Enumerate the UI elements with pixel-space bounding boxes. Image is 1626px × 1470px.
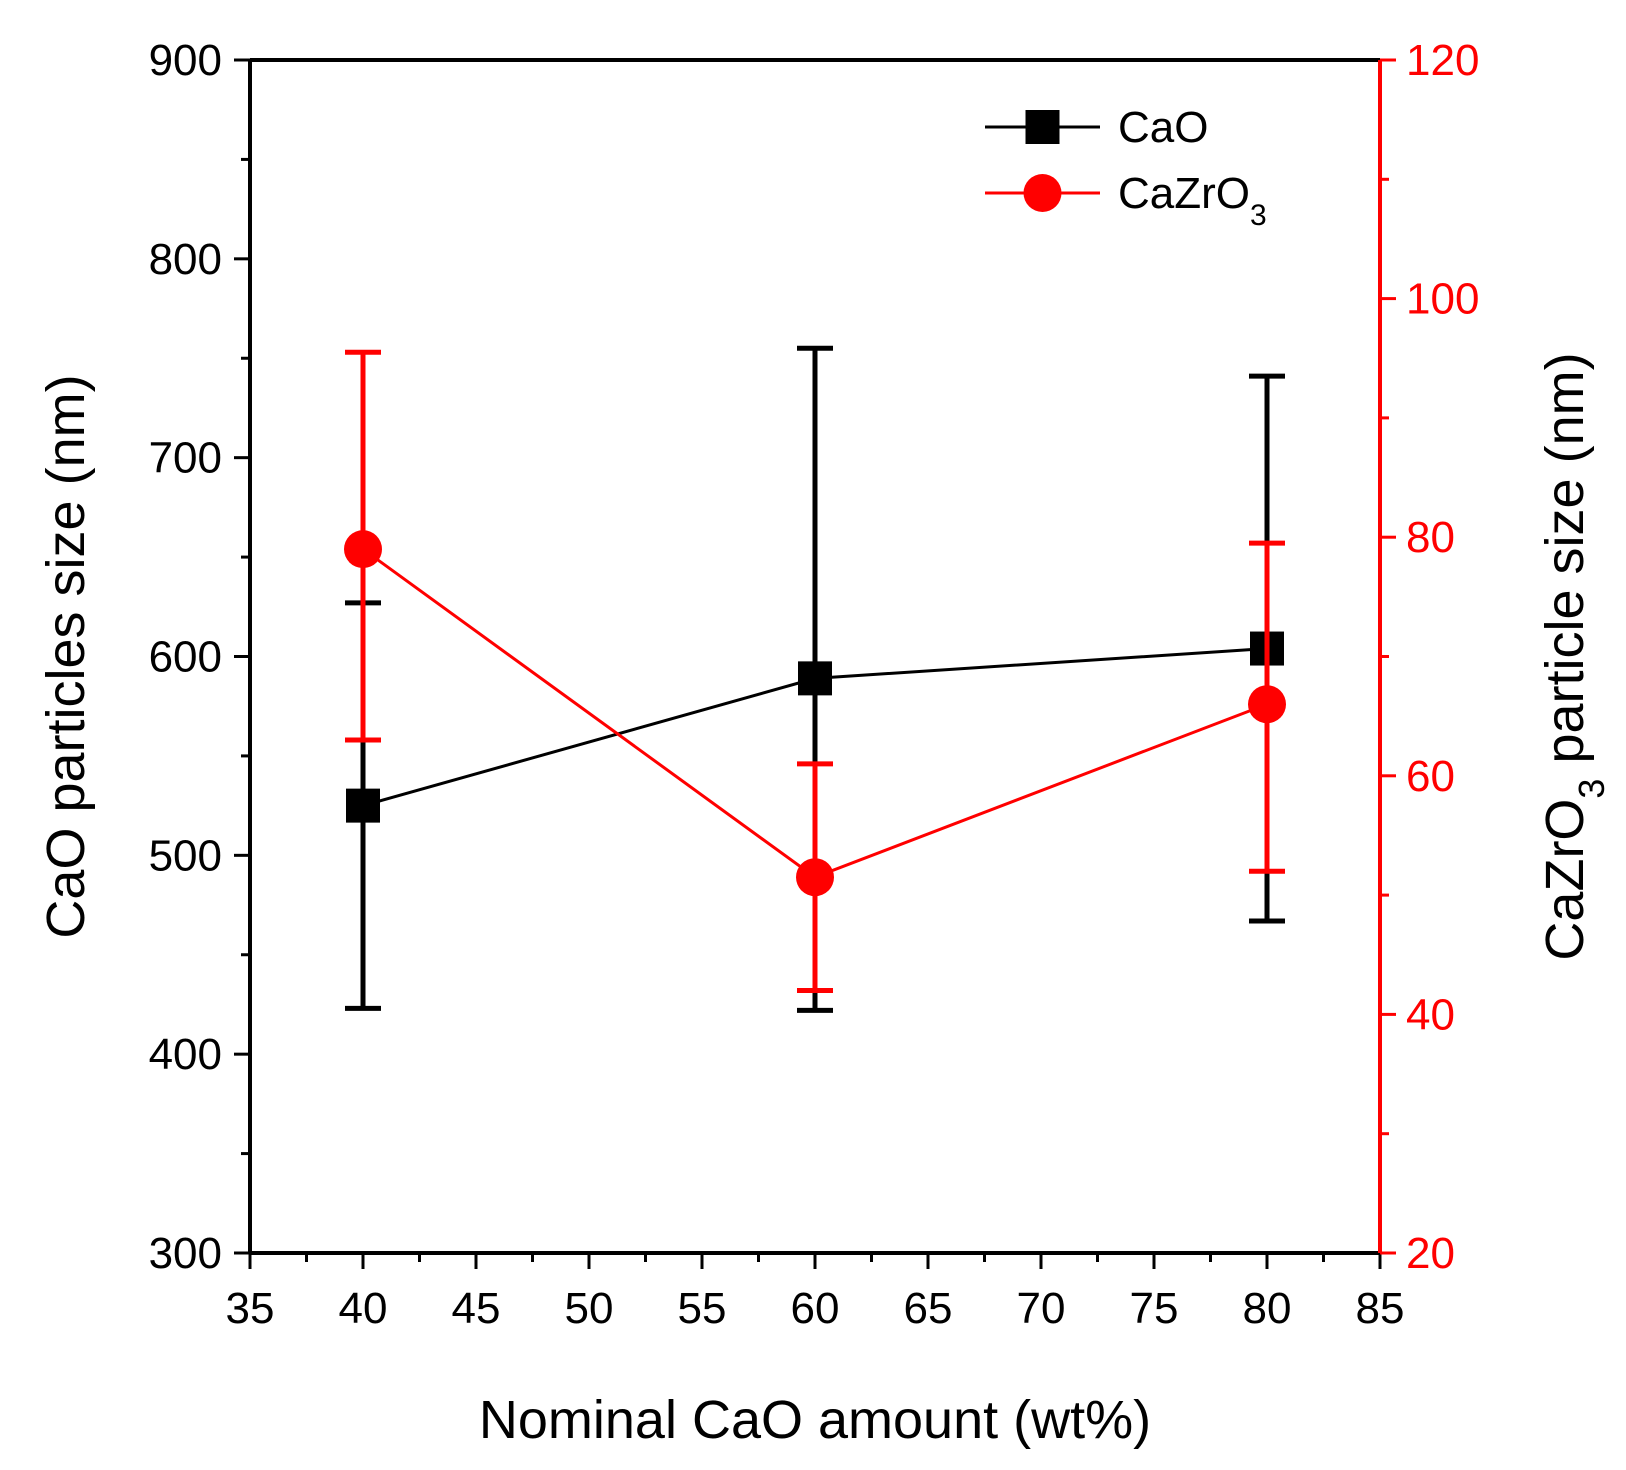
y-right-tick-label: 100 <box>1406 275 1479 324</box>
x-axis-title: Nominal CaO amount (wt%) <box>479 1390 1151 1450</box>
y-left-tick-label: 600 <box>149 633 222 682</box>
x-tick-label: 70 <box>1017 1284 1066 1333</box>
x-tick-label: 45 <box>452 1284 501 1333</box>
y-right-tick-label: 80 <box>1406 513 1455 562</box>
series-layer <box>344 345 1286 1013</box>
x-tick-label: 40 <box>339 1284 388 1333</box>
legend: CaO CaZrO3 <box>985 103 1267 232</box>
legend-label: CaZrO3 <box>1118 169 1267 232</box>
legend-label-main: CaO <box>1118 103 1208 152</box>
y-left-tick-label: 300 <box>149 1229 222 1278</box>
series-cazro <box>344 349 1286 994</box>
legend-label: CaO <box>1118 103 1208 152</box>
x-tick-label: 80 <box>1243 1284 1292 1333</box>
y-left-tick-label: 800 <box>149 235 222 284</box>
data-point <box>1248 685 1286 724</box>
legend-marker <box>1023 174 1062 212</box>
x-tick-label: 35 <box>226 1284 275 1333</box>
y-left-tick-label: 900 <box>149 36 222 85</box>
axes: 35 40 45 50 55 60 65 70 75 80 85 300 400 500 600 700 800… <box>36 36 1612 1450</box>
x-tick-label: 85 <box>1356 1284 1405 1333</box>
legend-item: CaZrO3 <box>985 169 1267 232</box>
x-tick-label: 60 <box>791 1284 840 1333</box>
data-point <box>798 661 832 696</box>
legend-label-subscript: 3 <box>1250 199 1267 232</box>
y-right-title-rest: particle size (nm) <box>1535 352 1595 778</box>
y-left-tick-label: 700 <box>149 434 222 483</box>
x-tick-label: 75 <box>1130 1284 1179 1333</box>
data-point <box>344 530 382 569</box>
x-tick-label: 55 <box>678 1284 727 1333</box>
y-right-tick-label: 20 <box>1406 1229 1455 1278</box>
y-right-tick-label: 60 <box>1406 752 1455 801</box>
legend-label-main: CaZrO <box>1118 169 1250 218</box>
x-tick-label: 50 <box>565 1284 614 1333</box>
y-right-tick-label: 40 <box>1406 990 1455 1039</box>
y-right-axis-title: CaZrO3 particle size (nm) <box>1535 352 1612 960</box>
y-right-title-subscript: 3 <box>1571 779 1612 799</box>
y-left-tick-label: 500 <box>149 831 222 880</box>
data-point <box>346 788 380 823</box>
y-left-axis-title: CaO particles size (nm) <box>36 374 96 938</box>
y-right-tick-label: 120 <box>1406 36 1479 85</box>
data-point <box>796 858 834 897</box>
y-right-title-main: CaZrO <box>1535 799 1595 961</box>
y-left-tick-label: 400 <box>149 1030 222 1079</box>
legend-item: CaO <box>985 103 1208 152</box>
x-tick-label: 65 <box>904 1284 953 1333</box>
legend-marker <box>1025 110 1060 144</box>
